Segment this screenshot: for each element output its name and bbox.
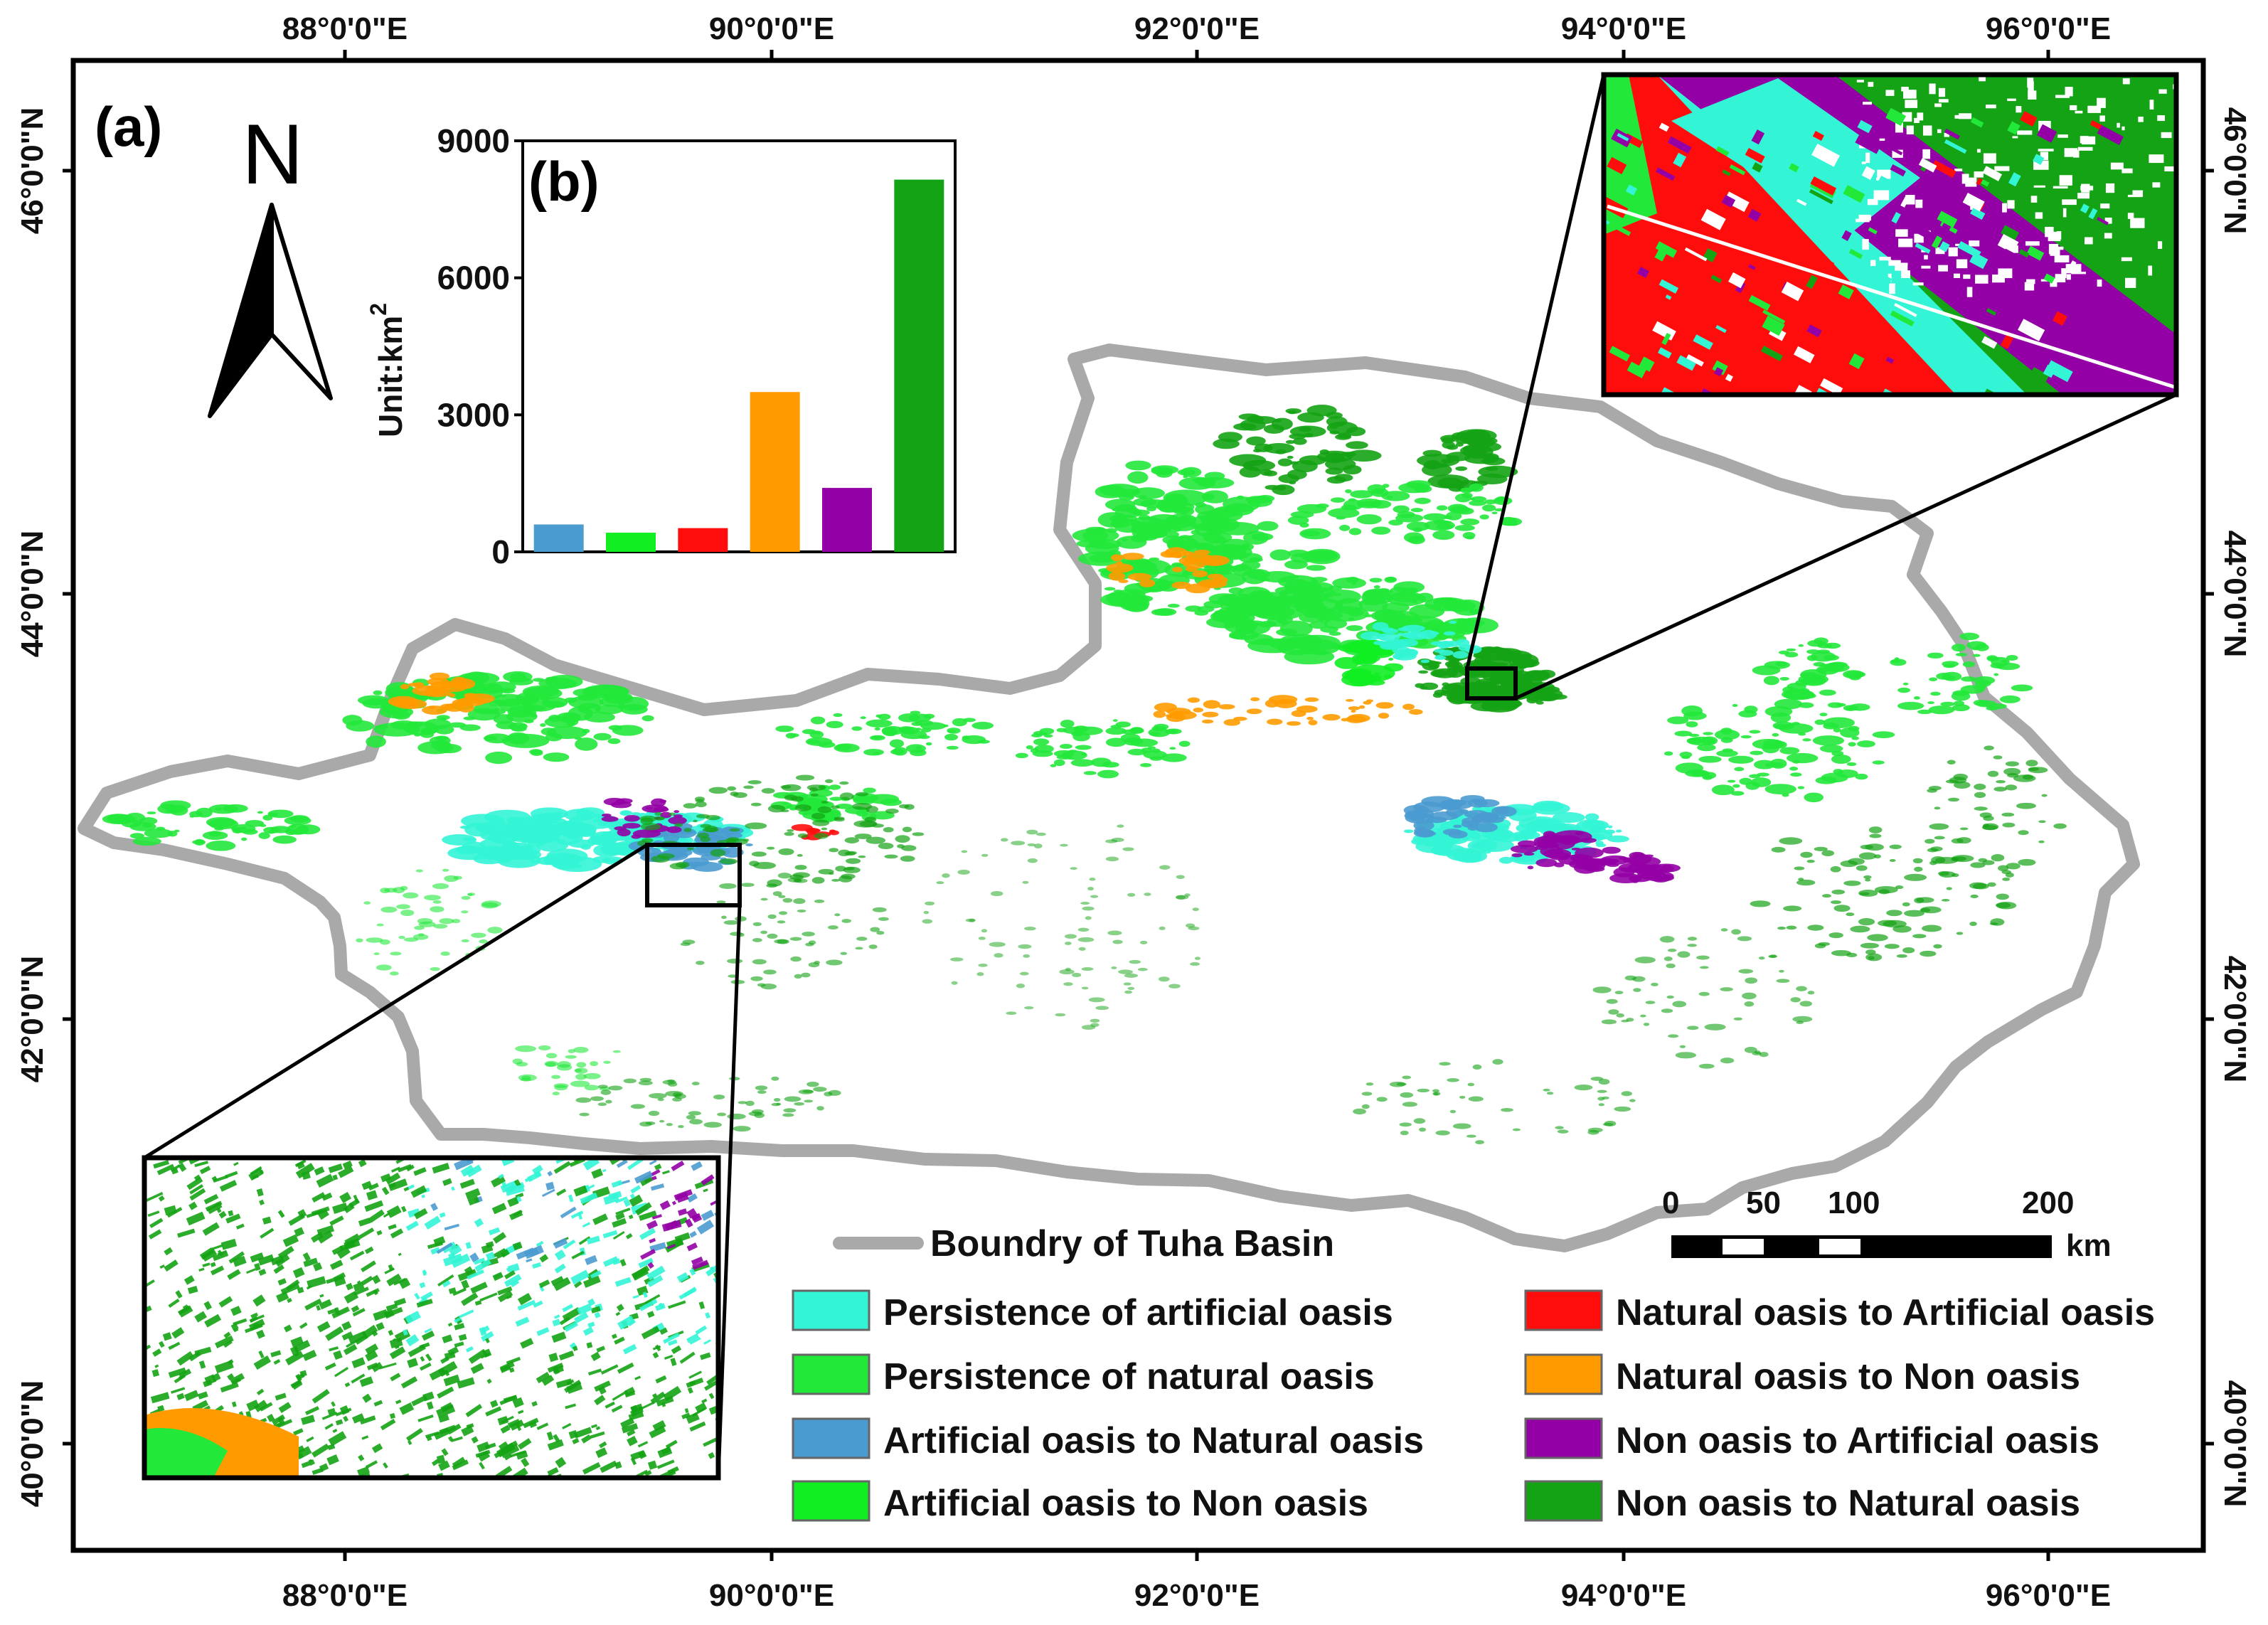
scale-tick-0: 0 [1662, 1186, 1679, 1220]
panel-a-label: (a) [95, 95, 162, 158]
lon-tick-label: 88°0'0"E [282, 1578, 408, 1613]
legend-label: Natural oasis to Non oasis [1616, 1356, 2080, 1397]
legend-swatch [1524, 1417, 1603, 1459]
scale-unit: km [2066, 1228, 2112, 1263]
oasis-change-map [102, 404, 2067, 1145]
zoom-connector [716, 905, 742, 1479]
lat-tick-label: 42°0'0"N [2218, 956, 2252, 1083]
lat-tick-label: 46°0'0"N [15, 107, 50, 235]
zoom-connector [143, 843, 649, 1160]
north-arrow-icon: N [208, 107, 333, 418]
zoom-connector [1465, 74, 1606, 669]
latitude-labels-left: 46°0'0"N 44°0'0"N 42°0'0"N 40°0'0"N [15, 107, 73, 1508]
lon-tick-label: 96°0'0"E [1986, 1578, 2111, 1613]
bar-ytick-label: 3000 [437, 396, 510, 433]
class-legend: Persistence of artificial oasis Persisten… [792, 1289, 2155, 1524]
north-label: N [242, 107, 304, 202]
bar-ytick-label: 9000 [437, 122, 510, 159]
bar [894, 179, 944, 553]
lon-tick-label: 96°0'0"E [1986, 11, 2111, 46]
legend-swatch [1524, 1353, 1603, 1395]
lon-tick-label: 90°0'0"E [709, 11, 834, 46]
legend-swatch [792, 1417, 871, 1459]
legend-swatch [1524, 1289, 1603, 1331]
legend-label: Natural oasis to Artificial oasis [1616, 1292, 2155, 1333]
lat-tick-label: 40°0'0"N [2218, 1380, 2252, 1508]
bar [533, 524, 584, 552]
bar [750, 392, 800, 552]
zoom-box-east [1465, 666, 1518, 700]
lat-tick-label: 40°0'0"N [15, 1380, 50, 1508]
bar-chart-ylabel: Unit:km2 [366, 303, 409, 437]
inset-east [1601, 72, 2179, 398]
lon-tick-label: 90°0'0"E [709, 1578, 834, 1613]
bar [822, 488, 872, 552]
scale-bar: 0 50 100 200 km [1662, 1186, 2112, 1263]
legend-swatch [792, 1289, 871, 1331]
lat-tick-label: 44°0'0"N [15, 531, 50, 658]
bar-chart-inset: (b) 0 3000 6000 9000 Unit:km2 [366, 122, 957, 570]
lon-tick-label: 92°0'0"E [1134, 1578, 1260, 1613]
legend-label: Persistence of artificial oasis [883, 1292, 1393, 1333]
lat-tick-label: 42°0'0"N [15, 956, 50, 1083]
lon-tick-label: 92°0'0"E [1134, 11, 1260, 46]
legend-label: Non oasis to Natural oasis [1616, 1483, 2080, 1524]
bar [678, 528, 728, 552]
inset-west [142, 1155, 721, 1481]
lon-tick-label: 94°0'0"E [1561, 1578, 1686, 1613]
bar [606, 533, 656, 552]
legend-swatch [792, 1480, 871, 1522]
bar-chart-frame [521, 139, 957, 553]
lon-tick-label: 88°0'0"E [282, 11, 408, 46]
lat-tick-label: 44°0'0"N [2218, 531, 2252, 658]
bar-ytick-label: 6000 [437, 260, 510, 297]
basin-boundary [78, 343, 2140, 1252]
latitude-labels-right: 46°0'0"N 44°0'0"N 42°0'0"N 40°0'0"N [2203, 107, 2252, 1508]
longitude-labels-bottom: 88°0'0"E 90°0'0"E 92°0'0"E 94°0'0"E 96°0'0"E [282, 1550, 2111, 1613]
zoom-box-west [645, 843, 742, 907]
legend-swatch [792, 1353, 871, 1395]
longitude-labels-top: 88°0'0"E 90°0'0"E 92°0'0"E 94°0'0"E 96°0'0"E [282, 11, 2111, 60]
legend-label: Non oasis to Artificial oasis [1616, 1420, 2099, 1461]
legend-label: Persistence of natural oasis [883, 1356, 1375, 1397]
scale-tick-200: 200 [2022, 1186, 2074, 1220]
scale-tick-50: 50 [1746, 1186, 1781, 1220]
boundary-legend: Boundry of Tuha Basin [833, 1223, 1334, 1264]
boundary-legend-label: Boundry of Tuha Basin [930, 1223, 1334, 1264]
legend-swatch [1524, 1480, 1603, 1522]
lon-tick-label: 94°0'0"E [1561, 11, 1686, 46]
lat-tick-label: 46°0'0"N [2218, 107, 2252, 235]
panel-b-label: (b) [528, 150, 600, 213]
legend-label: Artificial oasis to Non oasis [883, 1483, 1368, 1524]
legend-label: Artificial oasis to Natural oasis [883, 1420, 1424, 1461]
zoom-connector [1514, 393, 2178, 700]
scale-tick-100: 100 [1828, 1186, 1880, 1220]
bar-ytick-label: 0 [491, 533, 510, 570]
